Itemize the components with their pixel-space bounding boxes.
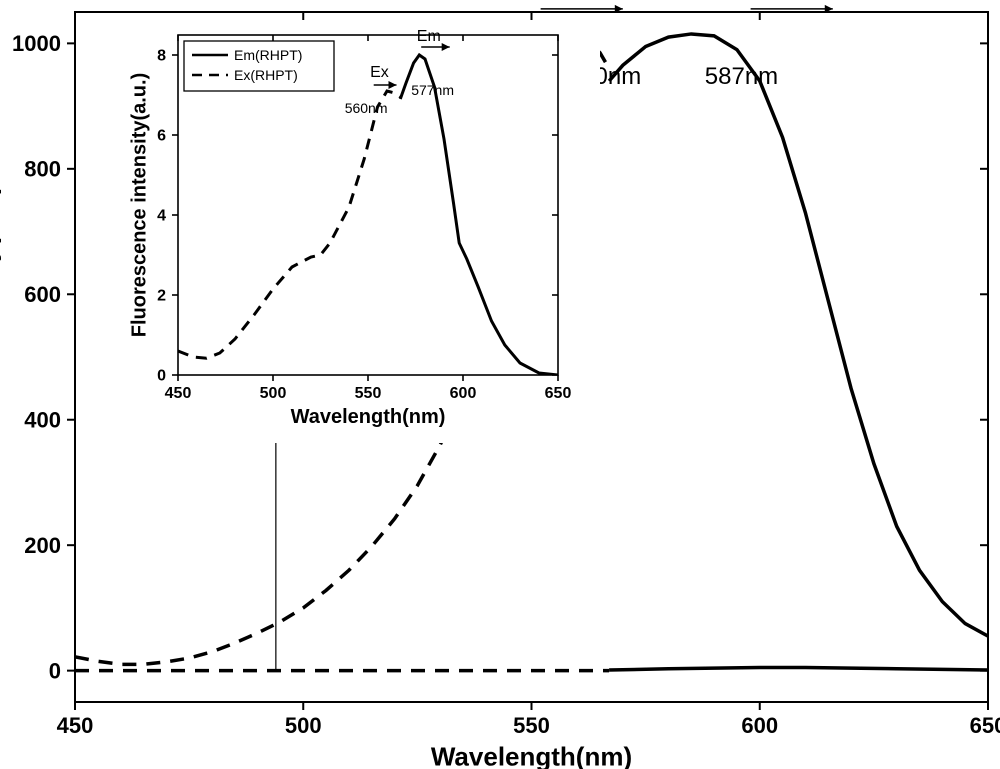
ytick-label: 400 xyxy=(24,407,61,432)
annotation-em: Em xyxy=(731,0,770,2)
ylabel: Fluorescence intensity(a.u.) xyxy=(0,185,2,529)
annotation-ex: Ex xyxy=(525,0,555,2)
xtick-label: 550 xyxy=(513,713,550,738)
legend-label: Ex(RHPT) xyxy=(234,67,298,83)
xtick-label: 500 xyxy=(260,385,287,402)
ytick-label: 1000 xyxy=(12,31,61,56)
xlabel: Wavelength(nm) xyxy=(431,742,632,769)
figure-root: 45050055060065002004006008001000Waveleng… xyxy=(0,0,1000,769)
legend-label: Em(RHPT) xyxy=(234,47,302,63)
ytick-label: 6 xyxy=(157,128,166,145)
xtick-label: 650 xyxy=(970,713,1000,738)
ytick-label: 8 xyxy=(157,48,166,65)
ytick-label: 800 xyxy=(24,157,61,182)
chart-svg: 45050055060065002004006008001000Waveleng… xyxy=(0,0,1000,769)
ytick-label: 0 xyxy=(157,368,166,385)
ytick-label: 2 xyxy=(157,288,166,305)
ytick-label: 4 xyxy=(157,208,166,225)
ytick-label: 0 xyxy=(49,658,61,683)
ytick-label: 200 xyxy=(24,533,61,558)
xlabel: Wavelength(nm) xyxy=(291,406,446,428)
xtick-label: 600 xyxy=(741,713,778,738)
xtick-label: 450 xyxy=(57,713,94,738)
xtick-label: 450 xyxy=(165,385,192,402)
xtick-label: 500 xyxy=(285,713,322,738)
peak-label-ex: 560nm xyxy=(345,100,388,116)
xtick-label: 550 xyxy=(355,385,382,402)
xtick-label: 650 xyxy=(545,385,572,402)
ytick-label: 600 xyxy=(24,282,61,307)
annotation-em: Em xyxy=(417,28,441,45)
annotation-ex: Ex xyxy=(370,64,389,81)
xtick-label: 600 xyxy=(450,385,477,402)
peak-label-em: 587nm xyxy=(705,63,778,90)
ylabel: Fluorescence intensity(a.u.) xyxy=(129,73,151,338)
peak-label-em: 577nm xyxy=(411,82,454,98)
